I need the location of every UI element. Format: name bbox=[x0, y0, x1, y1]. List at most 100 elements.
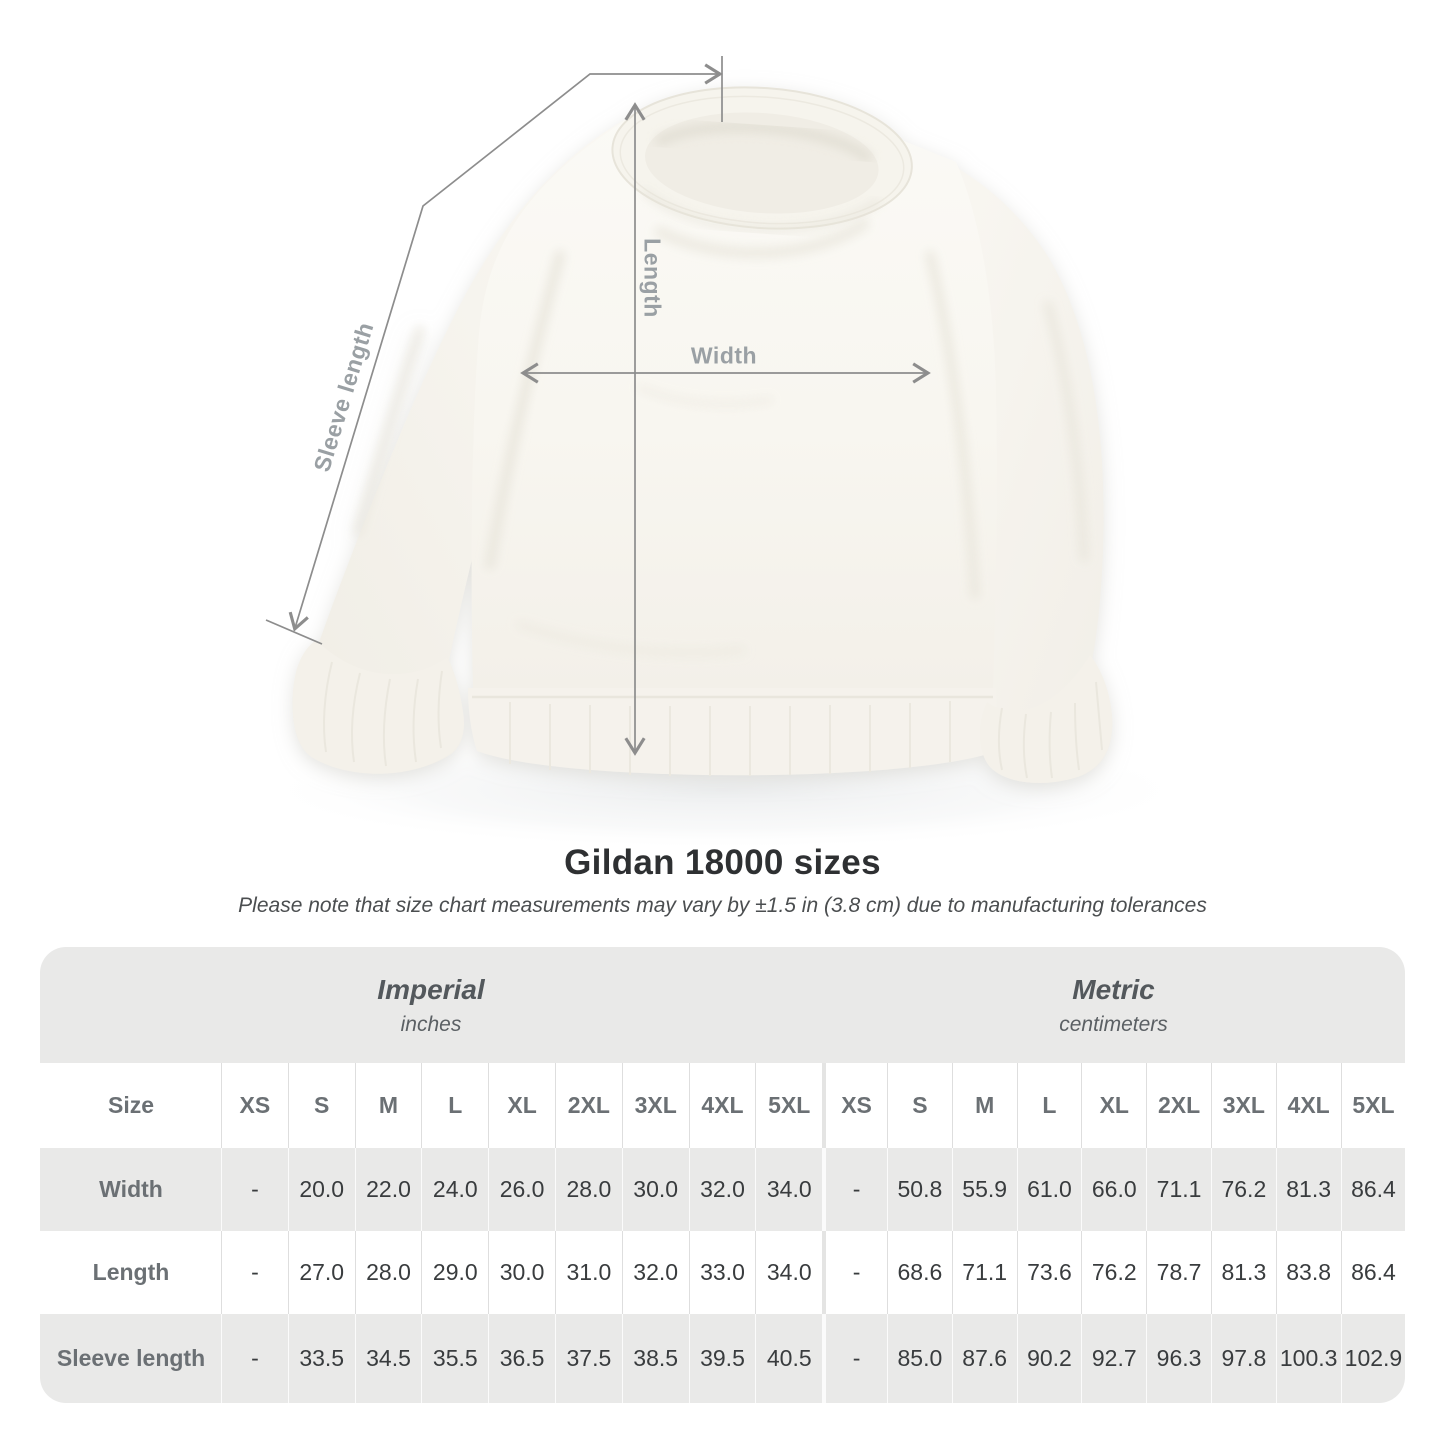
value-cell: - bbox=[822, 1314, 887, 1403]
size-header-imperial-l: L bbox=[421, 1063, 488, 1148]
size-header-metric-l: L bbox=[1016, 1063, 1082, 1148]
sleeve-length-arrow bbox=[288, 63, 723, 632]
row-label: Length bbox=[92, 1259, 170, 1285]
value-cell: 36.5 bbox=[488, 1314, 555, 1403]
value-cell: 61.0 bbox=[1016, 1148, 1082, 1231]
value-cell: 34.0 bbox=[755, 1148, 822, 1231]
metric-group-label: Metric bbox=[1072, 973, 1155, 1005]
length-measure-label: Length bbox=[639, 238, 666, 318]
size-header-metric-s: S bbox=[886, 1063, 952, 1148]
value-cell: 30.0 bbox=[621, 1148, 689, 1231]
value-cell: 33.0 bbox=[688, 1231, 756, 1314]
value-cell: 27.0 bbox=[287, 1231, 355, 1314]
value-cell: 22.0 bbox=[354, 1148, 422, 1231]
size-table-grid: Size XS S M L XL 2XL 3XL 4XL 5XL XS S M L XL 2XL 3XL 4XL 5… bbox=[40, 1063, 1405, 1403]
size-header-metric-m: M bbox=[951, 1063, 1017, 1148]
value-cell: 28.0 bbox=[354, 1231, 422, 1314]
value-cell: 83.8 bbox=[1275, 1231, 1341, 1314]
value-cell: - bbox=[221, 1314, 288, 1403]
size-header-metric-5xl: 5XL bbox=[1340, 1063, 1406, 1148]
size-header-imperial-3xl: 3XL bbox=[621, 1063, 689, 1148]
value-cell: 86.4 bbox=[1340, 1231, 1406, 1314]
size-header-row: Size XS S M L XL 2XL 3XL 4XL 5XL XS S M L XL 2XL 3XL 4XL 5… bbox=[40, 1063, 1405, 1148]
size-header-metric-4xl: 4XL bbox=[1275, 1063, 1341, 1148]
page-title: Gildan 18000 sizes bbox=[564, 843, 881, 882]
value-cell: 32.0 bbox=[688, 1148, 756, 1231]
value-cell: 38.5 bbox=[621, 1314, 689, 1403]
value-cell: - bbox=[822, 1231, 887, 1314]
value-cell: 29.0 bbox=[421, 1231, 488, 1314]
value-cell: 90.2 bbox=[1016, 1314, 1082, 1403]
right-cuff bbox=[979, 655, 1113, 783]
value-cell: 73.6 bbox=[1016, 1231, 1082, 1314]
value-cell: 85.0 bbox=[886, 1314, 952, 1403]
value-cell: - bbox=[221, 1231, 288, 1314]
value-cell: - bbox=[221, 1148, 288, 1231]
tolerance-note: Please note that size chart measurements… bbox=[238, 894, 1207, 917]
imperial-group-header: Imperial inches bbox=[40, 947, 822, 1063]
metric-group-header: Metric centimeters bbox=[822, 947, 1405, 1063]
size-header-metric-xs: XS bbox=[822, 1063, 887, 1148]
value-cell: 34.0 bbox=[755, 1231, 822, 1314]
value-cell: 97.8 bbox=[1210, 1314, 1276, 1403]
size-column-header: Size bbox=[107, 1092, 155, 1118]
value-cell: 71.1 bbox=[1146, 1148, 1211, 1231]
sweatshirt-image bbox=[292, 86, 1113, 783]
size-header-imperial-s: S bbox=[287, 1063, 355, 1148]
value-cell: 50.8 bbox=[886, 1148, 952, 1231]
measurement-lines bbox=[265, 56, 931, 756]
value-cell: 71.1 bbox=[951, 1231, 1017, 1314]
value-cell: 78.7 bbox=[1146, 1231, 1211, 1314]
imperial-group-label: Imperial bbox=[377, 973, 485, 1005]
unit-group-header: Imperial inches Metric centimeters bbox=[40, 947, 1405, 1063]
value-cell: 30.0 bbox=[488, 1231, 555, 1314]
value-cell: 96.3 bbox=[1146, 1314, 1211, 1403]
value-cell: 87.6 bbox=[951, 1314, 1017, 1403]
table-row: Sleeve length -33.5 34.5 35.5 36.5 37.5 38.5 39… bbox=[40, 1314, 1405, 1403]
size-header-imperial-4xl: 4XL bbox=[688, 1063, 756, 1148]
size-header-metric-2xl: 2XL bbox=[1146, 1063, 1211, 1148]
value-cell: 35.5 bbox=[421, 1314, 488, 1403]
value-cell: 76.2 bbox=[1081, 1231, 1146, 1314]
value-cell: 26.0 bbox=[488, 1148, 555, 1231]
value-cell: 39.5 bbox=[688, 1314, 756, 1403]
sweatshirt-figure bbox=[255, 56, 1195, 845]
value-cell: 32.0 bbox=[621, 1231, 689, 1314]
size-header-metric-3xl: 3XL bbox=[1210, 1063, 1276, 1148]
value-cell: 55.9 bbox=[951, 1148, 1017, 1231]
size-header-metric-xl: XL bbox=[1081, 1063, 1146, 1148]
size-header-imperial-m: M bbox=[354, 1063, 422, 1148]
value-cell: 66.0 bbox=[1081, 1148, 1146, 1231]
value-cell: 76.2 bbox=[1210, 1148, 1276, 1231]
size-header-imperial-xl: XL bbox=[488, 1063, 555, 1148]
metric-unit-label: centimeters bbox=[1059, 1012, 1168, 1036]
table-row: Width -20.0 22.0 24.0 26.0 28.0 30.0 32.0 34.0-5… bbox=[40, 1148, 1405, 1231]
value-cell: 100.3 bbox=[1275, 1314, 1341, 1403]
imperial-unit-label: inches bbox=[400, 1012, 462, 1036]
value-cell: 37.5 bbox=[554, 1314, 622, 1403]
value-cell: 40.5 bbox=[755, 1314, 822, 1403]
value-cell: 81.3 bbox=[1275, 1148, 1341, 1231]
row-label: Sleeve length bbox=[56, 1345, 206, 1371]
value-cell: - bbox=[822, 1148, 887, 1231]
table-row: Length -27.0 28.0 29.0 30.0 31.0 32.0 33.0 34.0-… bbox=[40, 1231, 1405, 1314]
value-cell: 34.5 bbox=[354, 1314, 422, 1403]
cuff-end-tick bbox=[265, 619, 323, 645]
value-cell: 33.5 bbox=[287, 1314, 355, 1403]
value-cell: 92.7 bbox=[1081, 1314, 1146, 1403]
value-cell: 24.0 bbox=[421, 1148, 488, 1231]
value-cell: 20.0 bbox=[287, 1148, 355, 1231]
hem-band bbox=[468, 688, 997, 776]
row-label: Width bbox=[99, 1176, 163, 1202]
value-cell: 28.0 bbox=[554, 1148, 622, 1231]
size-header-imperial-5xl: 5XL bbox=[755, 1063, 822, 1148]
left-cuff bbox=[292, 640, 464, 774]
size-table: Imperial inches Metric centimeters Size X… bbox=[40, 947, 1405, 1403]
value-cell: 68.6 bbox=[886, 1231, 952, 1314]
value-cell: 81.3 bbox=[1210, 1231, 1276, 1314]
width-measure-label: Width bbox=[690, 342, 758, 369]
value-cell: 31.0 bbox=[554, 1231, 622, 1314]
value-cell: 86.4 bbox=[1340, 1148, 1406, 1231]
value-cell: 102.9 bbox=[1340, 1314, 1406, 1403]
size-header-imperial-2xl: 2XL bbox=[554, 1063, 622, 1148]
